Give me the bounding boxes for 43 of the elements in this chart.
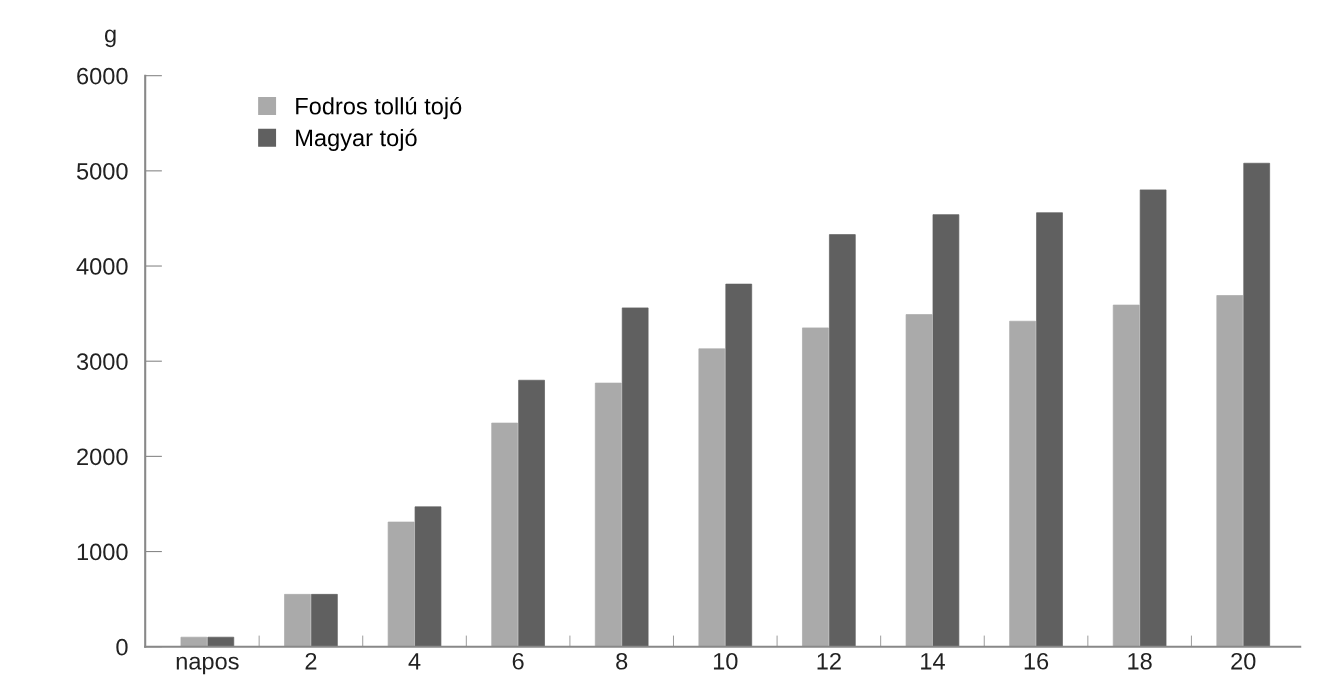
x-tick-label: 10 <box>713 652 738 670</box>
x-tick-label: 14 <box>921 653 945 670</box>
x-tick-label: 6 <box>512 652 524 670</box>
bar <box>518 379 545 647</box>
bar <box>829 234 856 647</box>
x-tick-label: 4 <box>408 653 421 670</box>
bar <box>1036 212 1063 647</box>
x-tick-label: 18 <box>1128 652 1152 670</box>
bar <box>180 636 208 647</box>
bar <box>1216 295 1244 647</box>
y-tick-label: 4000 <box>76 258 128 275</box>
x-tick-label: 12 <box>817 652 841 670</box>
bar <box>284 594 311 647</box>
x-tick-label: napos <box>176 656 239 675</box>
x-tick-label: 20 <box>1231 652 1256 670</box>
bar <box>491 422 518 647</box>
bar <box>905 314 933 647</box>
bar <box>802 327 829 647</box>
y-tick-label: 1000 <box>77 543 128 561</box>
bar <box>621 307 649 647</box>
y-tick-label: 0 <box>116 638 128 656</box>
legend-label: Magyar tojó <box>296 128 417 151</box>
bar <box>311 594 338 647</box>
y-tick-label: 6000 <box>77 67 128 85</box>
bar <box>725 283 753 647</box>
y-axis-title: g <box>104 29 116 48</box>
legend-label: Fodros tollú tojó <box>296 96 462 120</box>
y-tick-label: 3000 <box>76 353 128 370</box>
bar <box>1112 304 1140 647</box>
x-tick-label: 16 <box>1024 652 1049 670</box>
x-tick-label: 2 <box>305 652 317 670</box>
x-tick-label: 8 <box>616 652 628 670</box>
bar <box>207 636 235 647</box>
y-tick-label: 2000 <box>77 448 128 466</box>
bar <box>414 506 442 647</box>
y-tick-label: 5000 <box>76 162 128 180</box>
bar <box>387 521 415 647</box>
bar <box>1243 162 1270 647</box>
bar <box>932 214 960 647</box>
bar <box>698 348 726 647</box>
bar <box>1009 320 1036 647</box>
bar <box>594 382 622 647</box>
bar <box>1139 189 1167 647</box>
